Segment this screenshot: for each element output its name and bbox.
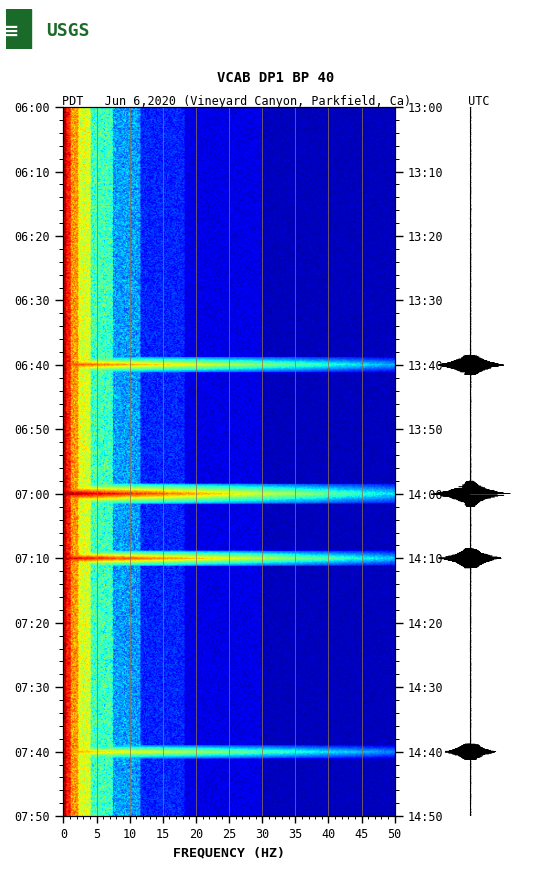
X-axis label: FREQUENCY (HZ): FREQUENCY (HZ)	[173, 847, 285, 860]
Bar	[6, 9, 31, 49]
Text: PDT   Jun 6,2020 (Vineyard Canyon, Parkfield, Ca)        UTC: PDT Jun 6,2020 (Vineyard Canyon, Parkfie…	[62, 95, 490, 109]
Text: ≡: ≡	[3, 21, 19, 40]
Text: VCAB DP1 BP 40: VCAB DP1 BP 40	[217, 70, 335, 85]
Text: USGS: USGS	[46, 22, 90, 40]
